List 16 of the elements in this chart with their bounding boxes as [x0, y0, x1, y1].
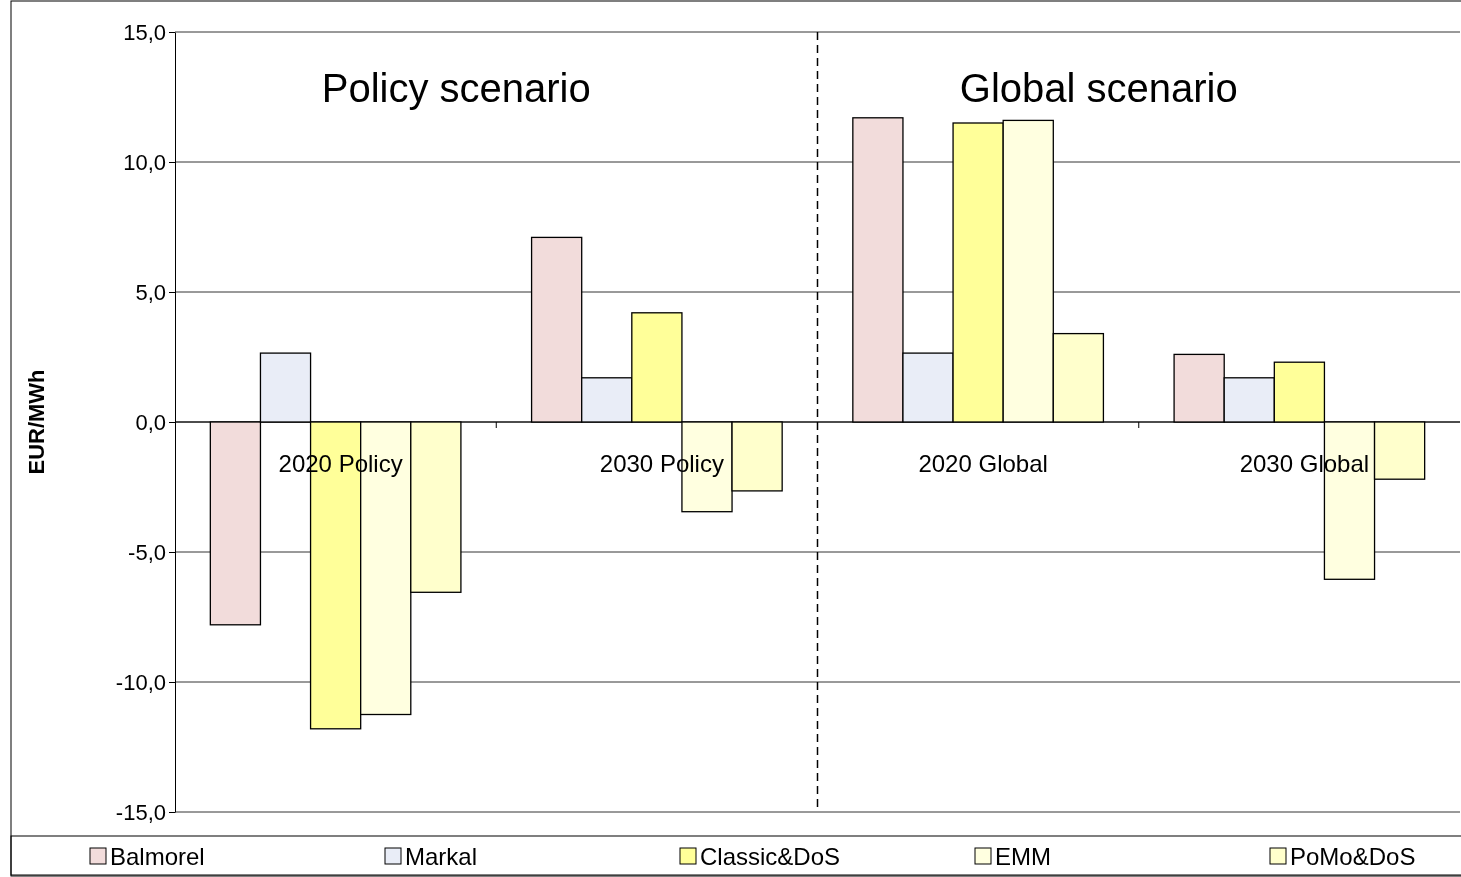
- y-tick-label: -5,0: [128, 539, 166, 565]
- legend-label: Markal: [405, 843, 478, 870]
- legend-label: PoMo&DoS: [1290, 843, 1416, 870]
- legend-label: Classic&DoS: [700, 843, 841, 870]
- y-tick-label: 10,0: [123, 149, 166, 175]
- x-tick-label: 2020 Global: [918, 450, 1048, 477]
- y-axis-title: EUR/MWh: [24, 369, 49, 475]
- y-tick-label: 15,0: [123, 19, 166, 45]
- y-tick-label: 5,0: [135, 279, 166, 305]
- y-tick-label: -10,0: [115, 669, 166, 695]
- legend-label: EMM: [995, 843, 1051, 870]
- annotation: Global scenario: [959, 66, 1238, 110]
- annotation: Policy scenario: [321, 66, 591, 110]
- y-tick-label: 0,0: [135, 409, 166, 435]
- legend-label: Balmorel: [110, 843, 205, 870]
- y-tick-label: -15,0: [115, 799, 166, 825]
